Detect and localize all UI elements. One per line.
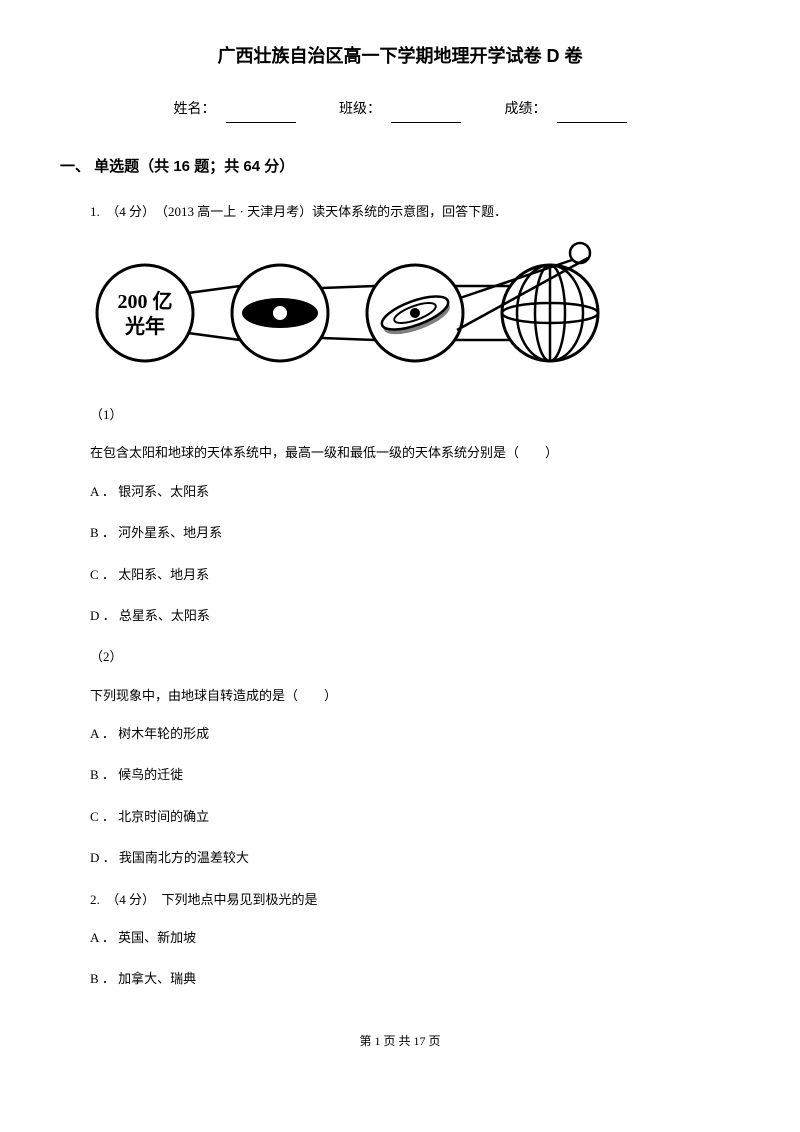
q1-sub2-optB: B ． 候鸟的迁徙: [90, 763, 740, 786]
class-blank: [391, 105, 461, 123]
class-label: 班级：: [339, 97, 381, 122]
question-1: 1. （4 分） （2013 高一上 · 天津月考）读天体系统的示意图，回答下题…: [90, 200, 740, 991]
q1-sub2-optD: D ． 我国南北方的温差较大: [90, 846, 740, 869]
q1-sub1-optA: A ． 银河系、太阳系: [90, 480, 740, 503]
q1-sub2-optC: C ． 北京时间的确立: [90, 805, 740, 828]
q1-text: 1. （4 分） （2013 高一上 · 天津月考）读天体系统的示意图，回答下题…: [90, 200, 740, 223]
exam-title: 广西壮族自治区高一下学期地理开学试卷 D 卷: [60, 40, 740, 72]
q1-sub1-optC: C ． 太阳系、地月系: [90, 563, 740, 586]
score-blank: [557, 105, 627, 123]
celestial-system-diagram: 200 亿 光年: [90, 238, 740, 378]
q2-optA: A ． 英国、新加坡: [90, 926, 740, 949]
q1-sub1-optB: B ． 河外星系、地月系: [90, 521, 740, 544]
q2-text: 2. （4 分） 下列地点中易见到极光的是: [90, 888, 740, 911]
q1-sub1-label: （1）: [90, 403, 740, 426]
q1-sub1-text: 在包含太阳和地球的天体系统中，最高一级和最低一级的天体系统分别是（ ）: [90, 441, 740, 464]
svg-text:光年: 光年: [124, 314, 165, 338]
page-footer: 第 1 页 共 17 页: [60, 1031, 740, 1053]
name-label: 姓名：: [174, 97, 216, 122]
q1-sub2-label: （2）: [90, 645, 740, 668]
name-blank: [226, 105, 296, 123]
section-header: 一、 单选题（共 16 题；共 64 分）: [60, 153, 740, 180]
q2-optB: B ． 加拿大、瑞典: [90, 967, 740, 990]
q1-sub2-optA: A ． 树木年轮的形成: [90, 722, 740, 745]
score-label: 成绩：: [505, 97, 547, 122]
svg-text:200 亿: 200 亿: [118, 289, 173, 313]
q1-sub2-text: 下列现象中，由地球自转造成的是（ ）: [90, 684, 740, 707]
student-info-row: 姓名： 班级： 成绩：: [60, 97, 740, 122]
q1-sub1-optD: D ． 总星系、太阳系: [90, 604, 740, 627]
